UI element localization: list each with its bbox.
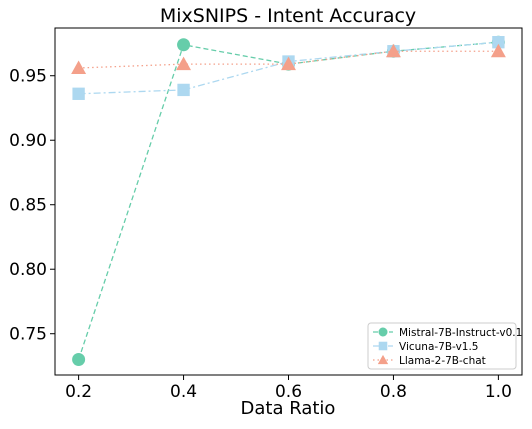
legend-label: Mistral-7B-Instruct-v0.1: [399, 327, 522, 339]
data-point-square-legend: [378, 341, 388, 351]
legend: Mistral-7B-Instruct-v0.1 Vicuna-7B-v1.5 Ll…: [367, 322, 522, 370]
data-point-triangle: [490, 43, 506, 58]
y-axis: 0.75 0.80 0.85 0.90 0.95: [9, 67, 55, 345]
x-tick-label: 1.0: [485, 382, 512, 402]
x-tick-label: 0.8: [380, 382, 407, 402]
data-point-square: [492, 36, 505, 49]
data-point-circle: [72, 353, 86, 367]
chart-title: MixSNIPS - Intent Accuracy: [160, 5, 416, 27]
plot-area: [71, 35, 506, 367]
legend-item: Vicuna-7B-v1.5: [373, 341, 478, 353]
series-line: [77, 41, 499, 360]
x-tick-label: 0.4: [170, 382, 197, 402]
data-point-triangle-legend: [377, 354, 389, 365]
legend-item: Mistral-7B-Instruct-v0.1: [373, 327, 522, 339]
legend-box: [367, 322, 517, 370]
data-point-triangle: [176, 56, 192, 71]
y-tick-label: 0.75: [9, 325, 47, 345]
y-tick-label: 0.80: [9, 260, 47, 280]
x-tick-label: 0.2: [65, 382, 92, 402]
x-tick-label: 0.6: [275, 382, 302, 402]
y-tick-label: 0.85: [9, 196, 47, 216]
legend-label: Llama-2-7B-chat: [399, 355, 486, 367]
legend-item: Llama-2-7B-chat: [373, 354, 486, 367]
series-2: [71, 43, 506, 74]
data-point-circle: [177, 38, 191, 52]
data-point-circle-legend: [378, 327, 388, 337]
data-point-triangle: [385, 43, 401, 58]
legend-label: Vicuna-7B-v1.5: [399, 341, 478, 353]
x-axis: 0.2 0.4 0.6 0.8 1.0: [65, 375, 512, 402]
series-0: [72, 35, 505, 367]
data-point-square: [177, 83, 190, 97]
y-tick-label: 0.90: [9, 131, 47, 151]
data-point-triangle: [281, 56, 296, 71]
data-point-triangle: [71, 60, 87, 74]
x-axis-title: Data Ratio: [241, 398, 336, 419]
y-tick-label: 0.95: [9, 67, 47, 87]
data-point-square: [72, 87, 85, 100]
